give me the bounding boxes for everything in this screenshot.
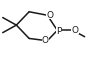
- Text: O: O: [47, 10, 54, 19]
- Text: O: O: [71, 25, 78, 34]
- Text: O: O: [42, 35, 49, 44]
- Text: P: P: [56, 26, 62, 35]
